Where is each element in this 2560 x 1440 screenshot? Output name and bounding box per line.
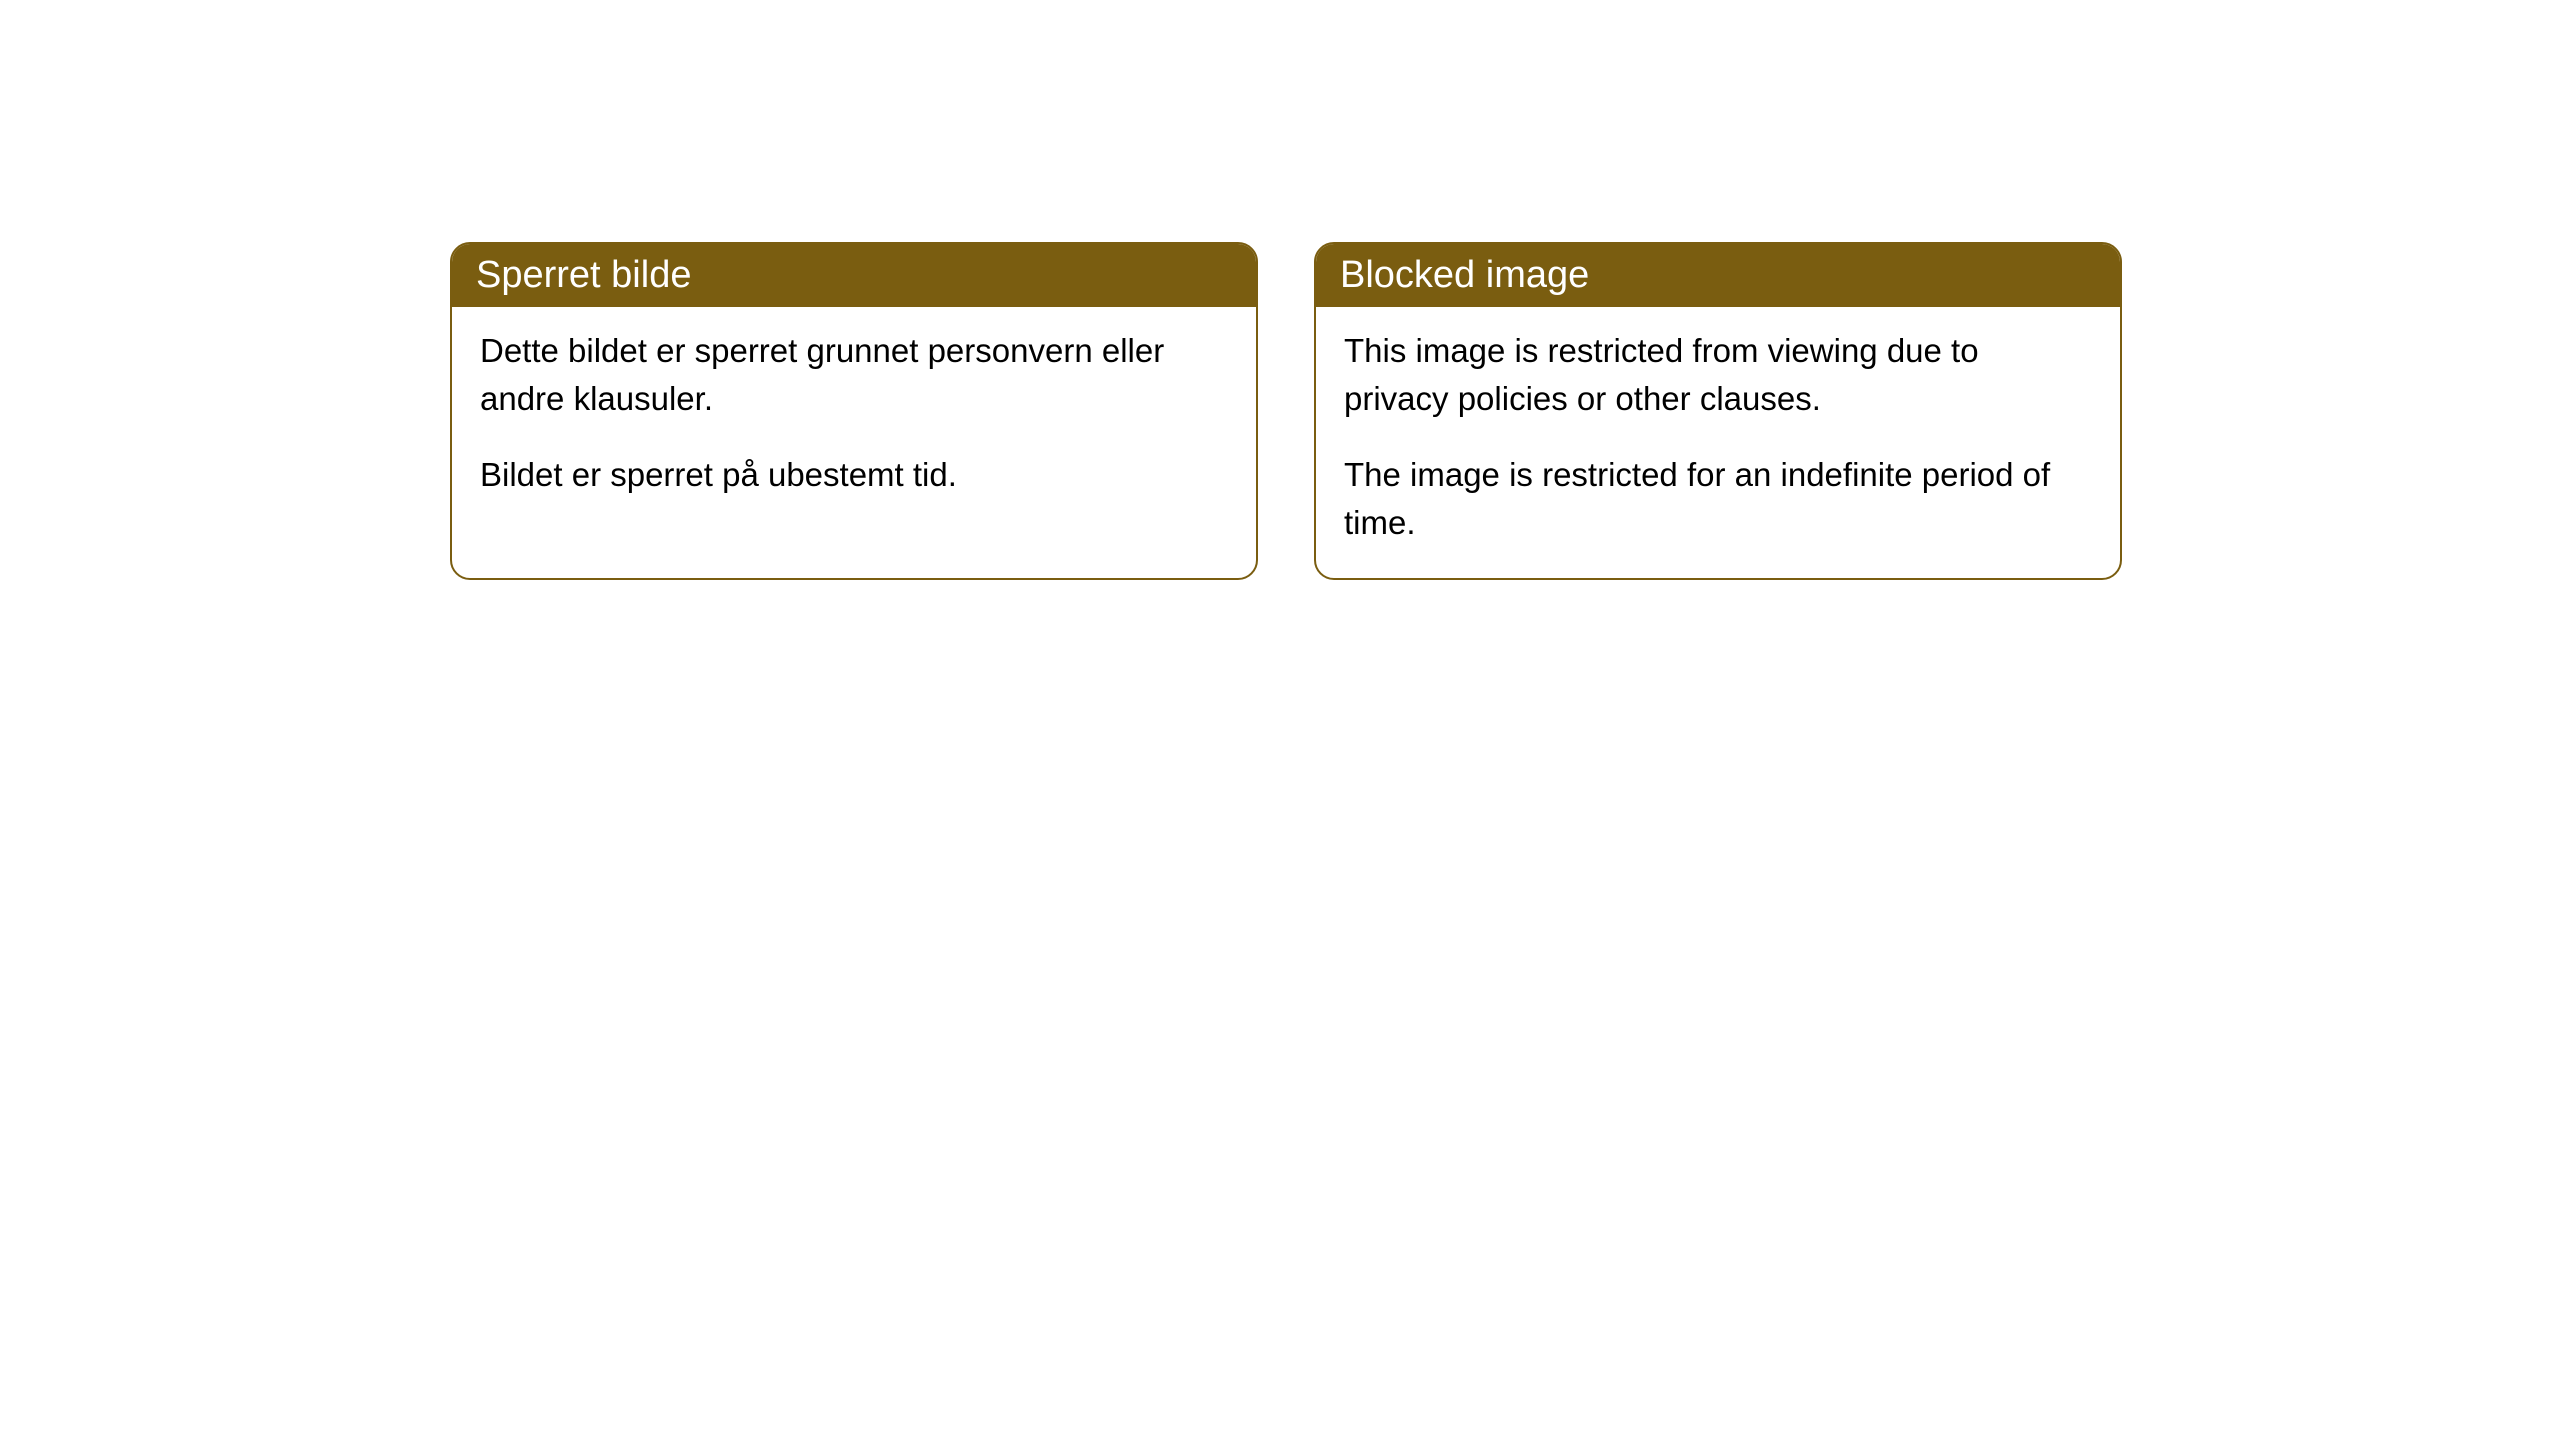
- card-header-english: Blocked image: [1316, 244, 2120, 307]
- blocked-image-card-norwegian: Sperret bilde Dette bildet er sperret gr…: [450, 242, 1258, 580]
- card-body-norwegian: Dette bildet er sperret grunnet personve…: [452, 307, 1256, 531]
- blocked-image-card-english: Blocked image This image is restricted f…: [1314, 242, 2122, 580]
- notice-paragraph: Dette bildet er sperret grunnet personve…: [480, 327, 1228, 423]
- notice-paragraph: This image is restricted from viewing du…: [1344, 327, 2092, 423]
- card-body-english: This image is restricted from viewing du…: [1316, 307, 2120, 578]
- notice-paragraph: Bildet er sperret på ubestemt tid.: [480, 451, 1228, 499]
- card-header-norwegian: Sperret bilde: [452, 244, 1256, 307]
- notice-cards-container: Sperret bilde Dette bildet er sperret gr…: [450, 242, 2560, 580]
- notice-paragraph: The image is restricted for an indefinit…: [1344, 451, 2092, 547]
